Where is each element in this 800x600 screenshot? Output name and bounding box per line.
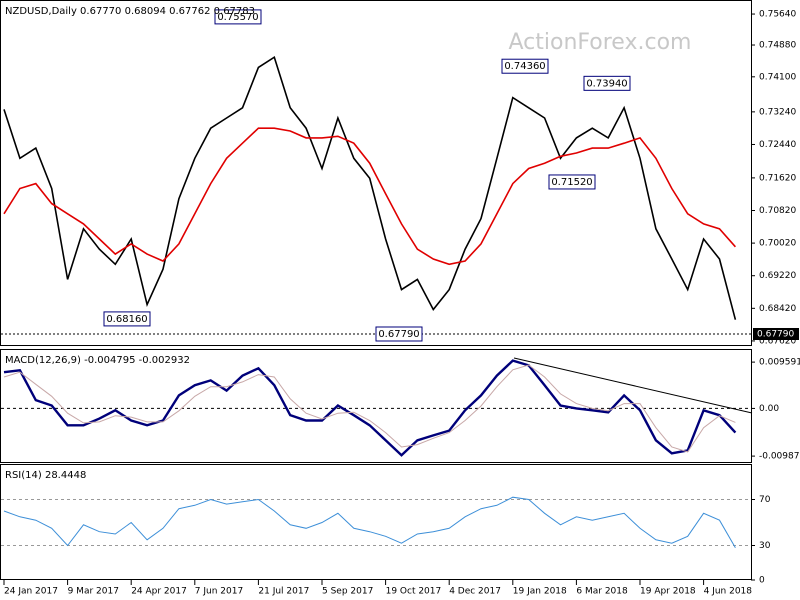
annotation-box	[375, 326, 423, 342]
panel-title: NZDUSD,Daily 0.67770 0.68094 0.67762 0.6…	[5, 6, 255, 17]
series-line	[3, 364, 736, 453]
y-tick-label: 0.70820	[759, 206, 796, 216]
y-tick-label: 0.00	[759, 404, 779, 414]
annotation-box	[583, 75, 631, 91]
x-tick-label: 9 Mar 2017	[68, 587, 119, 597]
series-line	[3, 127, 736, 266]
y-tick-label: 0.74100	[759, 72, 796, 82]
watermark: ActionForex.com	[509, 30, 692, 55]
y-tick-label: 0.69220	[759, 271, 796, 281]
x-tick-label: 6 Mar 2018	[576, 587, 628, 597]
y-tick-label: 0.009591	[759, 358, 800, 368]
y-tick-label: 0.67620	[759, 336, 796, 346]
y-tick-label: 0	[759, 576, 765, 586]
x-tick-label: 24 Apr 2017	[131, 587, 187, 597]
y-tick-label: 0.73240	[759, 107, 796, 117]
x-tick-label: 4 Dec 2017	[449, 587, 501, 597]
annotation-label: 0.75570	[217, 12, 258, 23]
y-tick-label: 30	[759, 541, 771, 551]
y-tick-label: 0.68420	[759, 304, 796, 314]
annotation-label: 0.68160	[106, 314, 147, 325]
rsi-panel	[0, 464, 752, 580]
annotation-label: 0.73940	[586, 78, 627, 89]
trend-line	[513, 357, 753, 414]
annotation-label: 0.71520	[551, 177, 592, 188]
x-tick-label: 19 Jan 2018	[513, 587, 567, 597]
x-tick-label: 5 Sep 2017	[322, 587, 373, 597]
x-tick-label: 21 Jul 2017	[258, 587, 309, 597]
annotation-label: 0.74360	[504, 61, 545, 72]
annotation-box	[548, 174, 596, 190]
x-tick-label: 19 Oct 2017	[386, 587, 442, 597]
price-panel	[0, 0, 752, 346]
y-tick-label: 0.74880	[759, 41, 796, 51]
y-tick-label: 0.72440	[759, 140, 796, 150]
annotation-box	[501, 58, 549, 74]
panel-title: RSI(14) 28.4448	[5, 470, 86, 481]
last-price-label: 0.67790	[757, 329, 794, 339]
y-tick-label: -0.009879	[759, 452, 800, 462]
macd-panel	[0, 349, 752, 463]
y-tick-label: 0.75640	[759, 10, 796, 20]
x-tick-label: 4 Jun 2018	[704, 587, 753, 597]
y-tick-label: 0.71620	[759, 173, 796, 183]
annotation-label: 0.67790	[378, 329, 419, 340]
annotation-box	[103, 311, 151, 327]
x-tick-label: 24 Jan 2017	[4, 587, 58, 597]
x-tick-label: 7 Jun 2017	[195, 587, 243, 597]
x-tick-label: 19 Apr 2018	[640, 587, 696, 597]
panel-title: MACD(12,26,9) -0.004795 -0.002932	[5, 355, 190, 366]
series-line	[3, 496, 736, 549]
annotation-box	[214, 9, 262, 25]
last-price-box	[753, 327, 799, 340]
y-tick-label: 70	[759, 495, 771, 505]
y-tick-label: 0.70020	[759, 239, 796, 249]
